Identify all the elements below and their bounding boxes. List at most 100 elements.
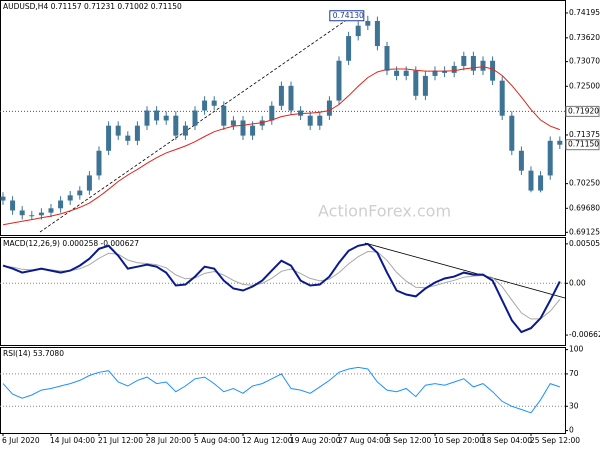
candle-body	[134, 125, 140, 141]
watermark: ActionForex.com	[318, 202, 451, 221]
trend-line	[39, 11, 359, 233]
candle-body	[106, 125, 112, 151]
candle-body	[115, 125, 121, 136]
candle-body	[394, 70, 400, 76]
candle-body	[470, 55, 476, 71]
x-tick-label: 19 Aug 20:00	[290, 436, 341, 445]
y-tick-label: 70	[569, 369, 579, 378]
candle-body	[269, 105, 275, 121]
x-tick-label: 6 Jul 2020	[2, 436, 40, 445]
candle-body	[557, 140, 563, 145]
price-label-box	[565, 105, 600, 117]
panel-title: RSI(14) 53.7080	[3, 349, 64, 358]
macd-panel	[0, 237, 566, 346]
candle-body	[422, 75, 428, 96]
candle-body	[48, 208, 54, 213]
candle-body	[250, 125, 256, 136]
candle-body	[538, 175, 544, 191]
symbol-header: AUDUSD,H4 0.71157 0.71231 0.71002 0.7115…	[3, 2, 182, 11]
annotation-box	[329, 10, 365, 22]
candle-body	[365, 20, 371, 26]
candle-body	[240, 120, 246, 136]
candle-body	[403, 70, 409, 76]
x-tick-label: 27 Aug 04:00	[338, 436, 389, 445]
candle-body	[346, 36, 352, 61]
y-tick-label: 0.69125	[569, 227, 600, 236]
candle-body	[0, 196, 6, 201]
price-label-box	[565, 139, 600, 151]
candle-body	[509, 115, 515, 151]
candle-body	[317, 115, 323, 126]
candle-body	[528, 170, 534, 191]
y-tick-label: 100	[569, 345, 584, 354]
rsi-line	[2, 366, 560, 414]
candle-body	[154, 110, 160, 121]
candle-body	[230, 120, 236, 126]
x-tick-label: 10 Sep 20:00	[434, 436, 484, 445]
candle-body	[67, 195, 73, 201]
y-tick-label: 0.00	[569, 278, 586, 287]
candle-body	[432, 70, 438, 76]
candle-body	[355, 25, 361, 37]
candle-body	[96, 150, 102, 176]
annotation-label: 0.74130	[333, 11, 364, 20]
candle-body	[29, 215, 35, 217]
macd-line	[2, 242, 561, 334]
y-tick-label: 0.71375	[569, 130, 600, 139]
candle-body	[19, 210, 25, 216]
y-tick-label: 0	[569, 426, 574, 435]
price-panel	[0, 0, 566, 236]
candle-body	[288, 85, 294, 111]
signal-line	[2, 250, 561, 320]
candle-body	[547, 140, 553, 176]
candle-body	[278, 85, 284, 106]
macd-trend-line	[364, 242, 566, 299]
x-tick-label: 3 Sep 12:00	[386, 436, 432, 445]
panel-title: MACD(12,26,9) 0.000258 -0.000627	[3, 239, 139, 248]
candle-body	[461, 55, 467, 66]
x-tick-label: 21 Jul 12:00	[98, 436, 143, 445]
candle-body	[490, 60, 496, 81]
y-tick-label: -0.006629	[569, 330, 600, 339]
y-tick-label: 0.74195	[569, 8, 600, 17]
candle-body	[144, 110, 150, 126]
y-tick-label: 0.72500	[569, 81, 600, 90]
candle-body	[163, 115, 169, 121]
candle-body	[58, 200, 64, 209]
price-label: 0.71150	[568, 140, 599, 149]
y-tick-label: 0.005052	[569, 239, 600, 248]
candle-body	[307, 115, 313, 126]
candle-body	[326, 100, 332, 116]
candle-body	[442, 70, 448, 73]
x-tick-label: 18 Sep 04:00	[482, 436, 532, 445]
moving-average	[2, 66, 560, 226]
candle-body	[173, 115, 179, 136]
candle-body	[413, 70, 419, 96]
x-tick-label: 25 Sep 12:00	[530, 436, 580, 445]
y-tick-label: 0.73620	[569, 33, 600, 42]
x-tick-label: 28 Jul 20:00	[146, 436, 191, 445]
candle-body	[10, 200, 16, 211]
x-tick-label: 14 Jul 04:00	[50, 436, 95, 445]
candle-body	[192, 110, 198, 126]
candle-body	[384, 46, 390, 71]
y-tick-label: 0.69680	[569, 203, 600, 212]
x-tick-label: 5 Aug 04:00	[194, 436, 240, 445]
candle-body	[211, 100, 217, 106]
candle-body	[499, 80, 505, 116]
price-label: 0.71920	[568, 106, 599, 115]
candle-body	[202, 100, 208, 111]
y-tick-label: 30	[569, 401, 579, 410]
y-tick-label: 0.70250	[569, 179, 600, 188]
candle-body	[480, 60, 486, 71]
candle-body	[374, 20, 380, 47]
candle-body	[182, 125, 188, 136]
candle-body	[77, 190, 83, 196]
candle-body	[38, 212, 44, 216]
rsi-panel	[0, 347, 566, 434]
candle-body	[336, 60, 342, 101]
candle-body	[125, 135, 131, 141]
x-tick-label: 12 Aug 12:00	[242, 436, 293, 445]
